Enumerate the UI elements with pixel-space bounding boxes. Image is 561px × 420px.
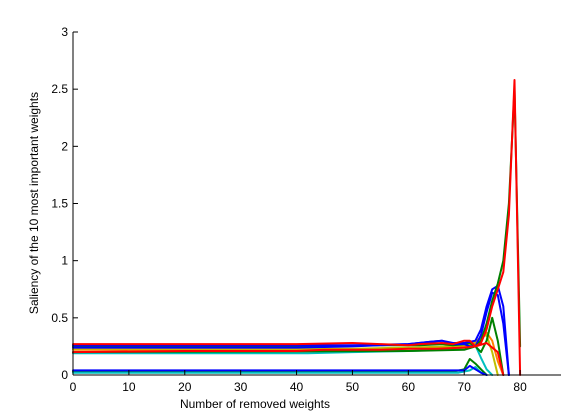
x-tick-label: 0 <box>70 380 77 394</box>
series-line-3 <box>72 364 488 376</box>
y-axis-label: Saliency of the 10 most important weight… <box>27 92 41 314</box>
x-tick-label: 30 <box>234 380 248 394</box>
x-tick-label: 20 <box>178 380 192 394</box>
x-tick-label: 10 <box>122 380 136 394</box>
x-axis-label: Number of removed weights <box>180 397 330 411</box>
y-tick-label: 1 <box>61 254 68 268</box>
y-tick-label: 0 <box>61 368 68 382</box>
y-tick-label: 3 <box>61 25 68 39</box>
series-line-12 <box>72 342 505 376</box>
x-tick-label: 70 <box>458 380 472 394</box>
x-tick-label: 50 <box>346 380 360 394</box>
series-line-11 <box>72 79 522 376</box>
y-ticks: 0 0.5 1 1.5 2 2.5 3 <box>51 25 78 382</box>
y-tick-label: 2 <box>61 139 68 153</box>
y-tick-label: 2.5 <box>51 82 68 96</box>
series-line-1 <box>72 358 488 376</box>
x-tick-label: 40 <box>290 380 304 394</box>
x-tick-label: 60 <box>402 380 416 394</box>
plot-area <box>73 32 561 375</box>
x-tick-label: 80 <box>513 380 527 394</box>
x-ticks: 0 10 20 30 40 50 60 70 80 <box>70 370 527 394</box>
y-tick-label: 1.5 <box>51 197 68 211</box>
series-layer <box>72 79 522 376</box>
y-tick-label: 0.5 <box>51 311 68 325</box>
